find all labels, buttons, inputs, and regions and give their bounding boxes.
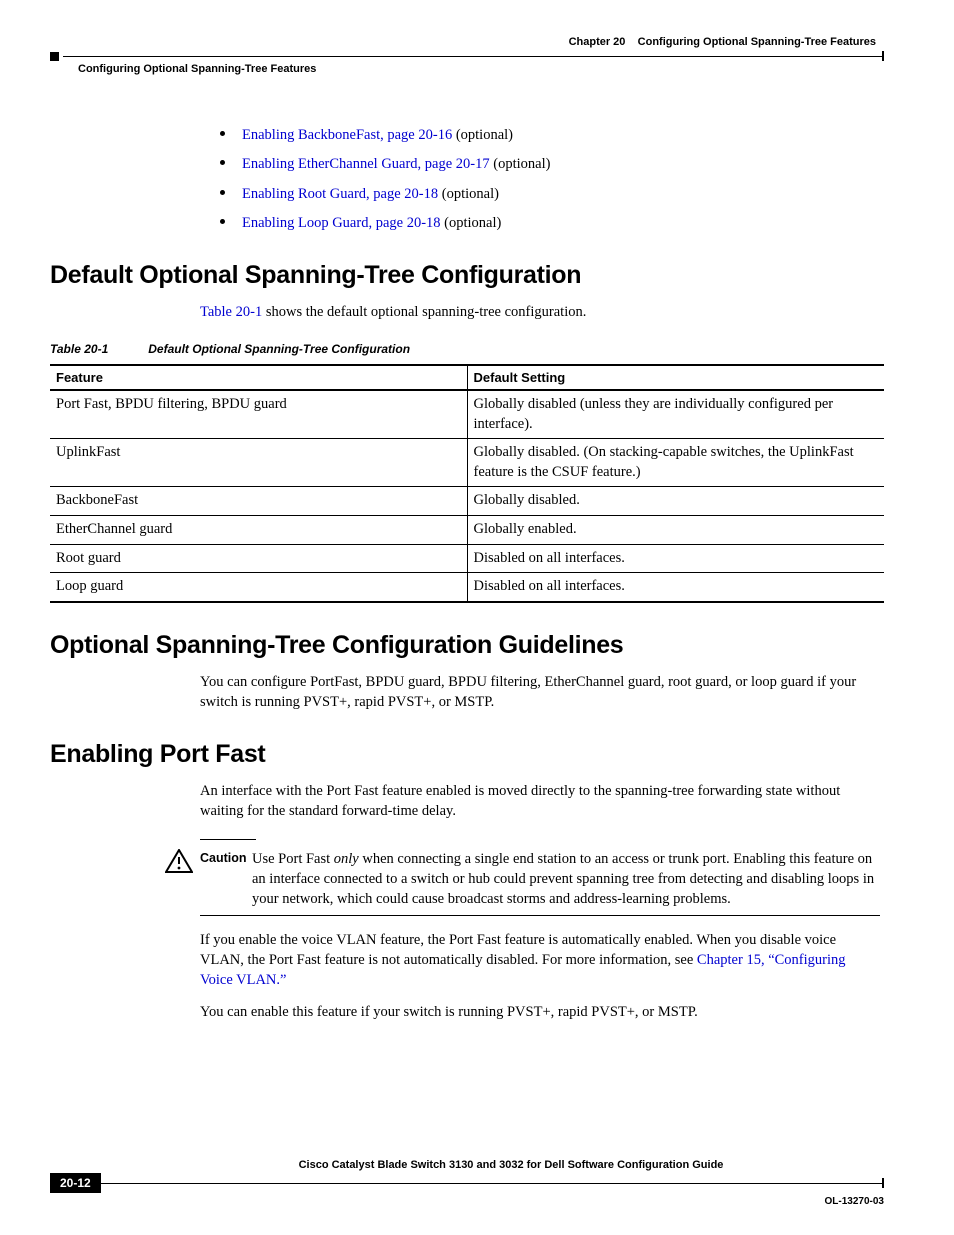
table-title: Default Optional Spanning-Tree Configura…: [148, 342, 410, 356]
caution-block: Caution Use Port Fast only when connecti…: [158, 839, 880, 916]
link-suffix: (optional): [438, 186, 499, 202]
link[interactable]: Enabling BackboneFast, page 20-16: [242, 127, 452, 143]
cell: UplinkFast: [50, 439, 467, 487]
text: Use Port Fast: [252, 851, 334, 867]
cell: Globally disabled. (On stacking-capable …: [467, 439, 884, 487]
cell: Globally disabled (unless they are indiv…: [467, 390, 884, 439]
table-caption: Table 20-1 Default Optional Spanning-Tree…: [50, 342, 884, 356]
list-item: Enabling BackboneFast, page 20-16 (optio…: [220, 125, 884, 145]
link-suffix: (optional): [441, 215, 502, 231]
link[interactable]: Enabling EtherChannel Guard, page 20-17: [242, 156, 490, 172]
link-suffix: (optional): [452, 127, 513, 143]
cell: EtherChannel guard: [50, 516, 467, 545]
cell: Globally enabled.: [467, 516, 884, 545]
link[interactable]: Enabling Loop Guard, page 20-18: [242, 215, 441, 231]
header-line-end: [882, 51, 884, 61]
list-item: Enabling Root Guard, page 20-18 (optiona…: [220, 184, 884, 204]
table-id: Table 20-1: [50, 342, 108, 356]
paragraph: If you enable the voice VLAN feature, th…: [200, 930, 880, 990]
table-row: Root guardDisabled on all interfaces.: [50, 544, 884, 573]
header-line: [63, 56, 882, 57]
doc-id: OL-13270-03: [50, 1196, 884, 1207]
cell: Globally disabled.: [467, 487, 884, 516]
caution-icon: [165, 849, 193, 873]
cell: Disabled on all interfaces.: [467, 544, 884, 573]
paragraph: Table 20-1 shows the default optional sp…: [200, 302, 880, 322]
bullet-icon: [220, 131, 225, 136]
table-header-row: Feature Default Setting: [50, 365, 884, 390]
text: shows the default optional spanning-tree…: [262, 304, 586, 320]
paragraph: You can configure PortFast, BPDU guard, …: [200, 672, 880, 712]
list-item: Enabling EtherChannel Guard, page 20-17 …: [220, 154, 884, 174]
list-item: Enabling Loop Guard, page 20-18 (optiona…: [220, 213, 884, 233]
chapter-title: Configuring Optional Spanning-Tree Featu…: [638, 36, 876, 48]
footer-line: [101, 1183, 882, 1184]
column-header: Default Setting: [467, 365, 884, 390]
section-heading: Default Optional Spanning-Tree Configura…: [50, 261, 884, 290]
link[interactable]: Table 20-1: [200, 304, 262, 320]
link-suffix: (optional): [490, 156, 551, 172]
footer-line-end: [882, 1178, 884, 1188]
bullet-icon: [220, 219, 225, 224]
column-header: Feature: [50, 365, 467, 390]
page-header: Chapter 20 Configuring Optional Spanning…: [50, 36, 884, 75]
bullet-list: Enabling BackboneFast, page 20-16 (optio…: [220, 125, 884, 233]
caution-icon-col: [158, 849, 200, 878]
cell: Port Fast, BPDU filtering, BPDU guard: [50, 390, 467, 439]
text-italic: only: [334, 851, 359, 867]
table-row: UplinkFastGlobally disabled. (On stackin…: [50, 439, 884, 487]
page-footer: Cisco Catalyst Blade Switch 3130 and 303…: [50, 1159, 884, 1207]
link[interactable]: Enabling Root Guard, page 20-18: [242, 186, 438, 202]
bullet-icon: [220, 160, 225, 165]
caution-label: Caution: [200, 849, 252, 865]
footer-guide-title: Cisco Catalyst Blade Switch 3130 and 303…: [138, 1159, 884, 1171]
caution-rule: [200, 915, 880, 916]
page: Chapter 20 Configuring Optional Spanning…: [0, 0, 954, 1235]
caution-row: Caution Use Port Fast only when connecti…: [158, 845, 880, 915]
paragraph: An interface with the Port Fast feature …: [200, 781, 880, 821]
page-number-badge: 20-12: [50, 1173, 101, 1193]
table-row: BackboneFastGlobally disabled.: [50, 487, 884, 516]
caution-text: Use Port Fast only when connecting a sin…: [252, 849, 880, 909]
caution-rule: [200, 839, 256, 840]
cell: Disabled on all interfaces.: [467, 573, 884, 602]
paragraph: You can enable this feature if your swit…: [200, 1002, 880, 1022]
header-rule: [50, 51, 884, 61]
cell: Root guard: [50, 544, 467, 573]
config-table: Feature Default Setting Port Fast, BPDU …: [50, 364, 884, 603]
chapter-label: Chapter 20: [569, 36, 626, 48]
bullet-icon: [220, 190, 225, 195]
cell: BackboneFast: [50, 487, 467, 516]
section-heading: Optional Spanning-Tree Configuration Gui…: [50, 631, 884, 660]
table-row: Loop guardDisabled on all interfaces.: [50, 573, 884, 602]
header-chapter: Chapter 20 Configuring Optional Spanning…: [50, 36, 876, 48]
cell: Loop guard: [50, 573, 467, 602]
breadcrumb: Configuring Optional Spanning-Tree Featu…: [78, 63, 884, 75]
header-square-icon: [50, 52, 59, 61]
table-row: EtherChannel guardGlobally enabled.: [50, 516, 884, 545]
table-row: Port Fast, BPDU filtering, BPDU guardGlo…: [50, 390, 884, 439]
footer-bar: 20-12: [50, 1173, 884, 1193]
section-heading: Enabling Port Fast: [50, 740, 884, 769]
